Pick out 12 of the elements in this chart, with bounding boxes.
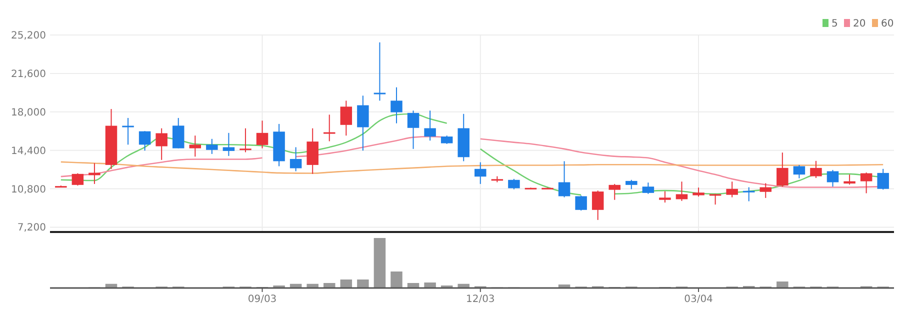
legend-label: 20 <box>853 18 866 30</box>
x-tick-label: 03/04 <box>684 294 713 305</box>
y-tick-label: 7,200 <box>17 222 46 234</box>
legend-label: 5 <box>832 18 838 30</box>
y-tick-label: 18,000 <box>11 107 46 118</box>
x-tick-label: 12/03 <box>466 294 495 305</box>
x-tick-label: 09/03 <box>248 294 277 305</box>
y-tick-label: 25,200 <box>11 30 46 42</box>
y-tick-label: 21,600 <box>11 68 46 80</box>
y-tick-label: 14,400 <box>11 146 46 157</box>
y-tick-label: 10,800 <box>11 184 46 196</box>
legend-label: 60 <box>881 18 894 30</box>
